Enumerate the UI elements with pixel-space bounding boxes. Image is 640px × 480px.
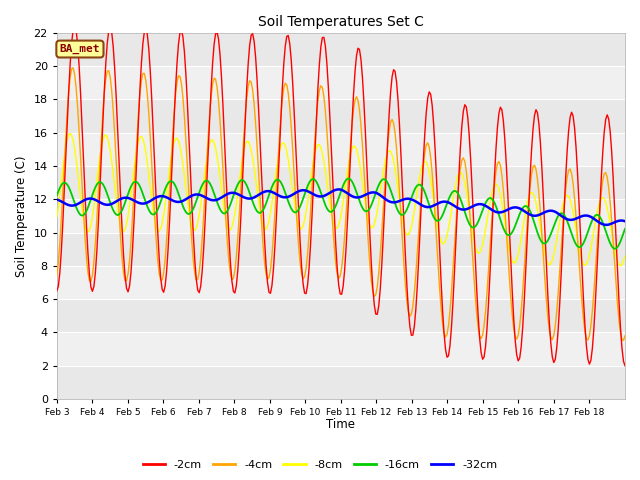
Text: BA_met: BA_met [60, 44, 100, 54]
Bar [57, 99, 625, 133]
X-axis label: Time: Time [326, 419, 355, 432]
Bar [57, 33, 625, 66]
Y-axis label: Soil Temperature (C): Soil Temperature (C) [15, 155, 28, 276]
Bar [57, 233, 625, 266]
Bar [57, 166, 625, 199]
Bar [57, 366, 625, 399]
Bar [57, 133, 625, 166]
Title: Soil Temperatures Set C: Soil Temperatures Set C [258, 15, 424, 29]
Bar [57, 266, 625, 299]
Bar [57, 66, 625, 99]
Bar [57, 199, 625, 233]
Legend: -2cm, -4cm, -8cm, -16cm, -32cm: -2cm, -4cm, -8cm, -16cm, -32cm [138, 456, 502, 474]
Bar [57, 333, 625, 366]
Bar [57, 299, 625, 333]
